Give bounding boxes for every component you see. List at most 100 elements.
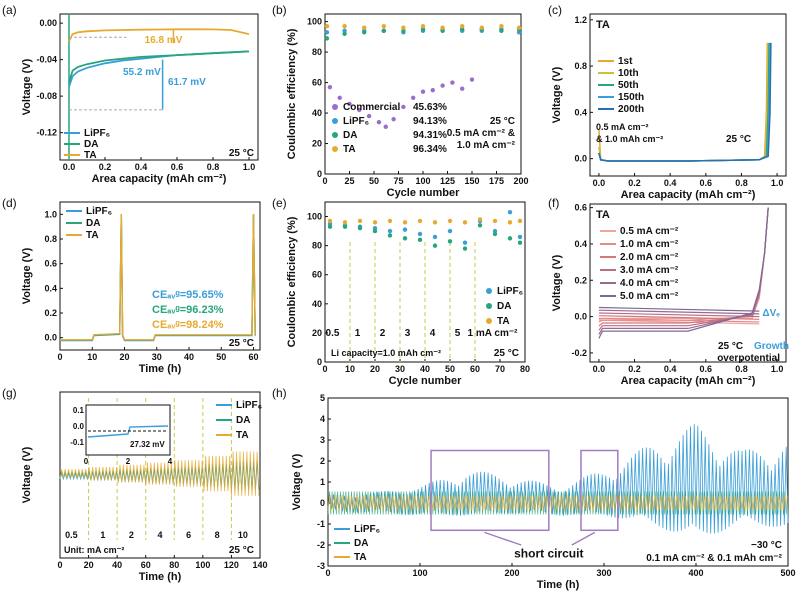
data-point [372, 220, 378, 225]
x-tick-label: 0.4 [664, 178, 677, 188]
data-point [477, 223, 483, 228]
data-point [411, 95, 416, 101]
annotation: 16.8 mV [145, 35, 183, 46]
rate-label: 4 [157, 530, 162, 540]
data-point [391, 116, 396, 122]
plot-frame [59, 201, 261, 351]
legend-entry: 1st [618, 56, 633, 67]
legend-entry: DA [354, 538, 368, 549]
data-point [342, 23, 347, 29]
rate-label: 6 [186, 530, 191, 540]
data-point [342, 224, 348, 229]
data-point [402, 236, 408, 241]
data-point [460, 86, 465, 91]
rate-label: 8 [215, 530, 220, 540]
legend-entry: Commercial [343, 102, 400, 113]
x-axis-label: Cycle number [389, 375, 462, 387]
strip-line-5 [598, 306, 760, 312]
y-tick-label: 0.2 [574, 275, 587, 285]
x-tick-label: 100 [412, 568, 427, 578]
x-tick-label: 30 [152, 352, 162, 362]
strip-line-0 [598, 319, 760, 325]
condition: 25 °C [490, 116, 515, 127]
x-tick-label: 200 [504, 568, 519, 578]
y-tick-label: 0.6 [574, 203, 587, 213]
condition: & 1.0 mAh cm⁻² [596, 134, 663, 144]
x-tick-label: 1.0 [771, 364, 784, 374]
plot-frame [327, 397, 789, 567]
rate-label: 0.5 [65, 530, 78, 540]
legend-entry: LiPF₆ [497, 286, 523, 297]
data-point [440, 25, 445, 30]
x-tick-label: 0.8 [735, 364, 748, 374]
legend-entry: LiPF₆ [343, 116, 369, 127]
x-tick-label: 200 [513, 176, 528, 186]
ce-label: CEₐᵥᵍ=96.23% [152, 304, 224, 316]
panel-label: (f) [548, 196, 559, 210]
x-axis-label: Time (h) [537, 579, 580, 591]
x-tick-label: 100 [195, 560, 210, 570]
y-tick-label: -0.2 [571, 348, 587, 358]
series-line-4 [598, 42, 772, 162]
x-tick-label: 140 [252, 560, 267, 570]
rate-label: 3 [405, 328, 411, 339]
legend-entry: 50th [618, 80, 639, 91]
data-point [469, 77, 475, 82]
data-point [432, 243, 438, 248]
x-tick-label: 20 [370, 364, 380, 374]
panel-label: (d) [2, 196, 17, 210]
x-tick-label: 400 [688, 568, 703, 578]
panel-d: 0 10 20 30 40 50 60 0.0 0.2 0.4 0.6 0.8 1.0 Time (h) V… [2, 196, 261, 375]
strip-line-3 [598, 312, 760, 318]
y-tick-label: 0.8 [574, 61, 587, 71]
x-tick-label: 80 [169, 560, 179, 570]
plot-frame [59, 391, 261, 559]
rate-label: 0.5 [326, 328, 340, 339]
x-tick-label: 20 [84, 560, 94, 570]
legend-entry: DA [343, 130, 357, 141]
condition: −30 °C [751, 540, 782, 551]
series-line-2 [60, 213, 256, 341]
unit-label: Unit: mA cm⁻² [64, 545, 124, 555]
data-point [324, 23, 330, 29]
x-tick-label: 50 [216, 352, 226, 362]
y-tick-label: 100 [307, 17, 322, 27]
data-point [479, 25, 484, 30]
y-tick-label: 80 [312, 241, 322, 251]
condition: 25 °C [494, 348, 519, 359]
rate-label: 4 [430, 328, 436, 339]
inset-y-tick: 0.1 [73, 406, 85, 415]
x-axis-label: Time (h) [139, 571, 182, 583]
condition: 0.1 mA cm⁻² & 0.1 mAh cm⁻² [646, 553, 782, 564]
data-point [447, 239, 453, 244]
x-axis-label: Area capacity (mAh cm⁻²) [621, 375, 756, 387]
y-tick-label: 100 [307, 212, 322, 222]
legend-entry: LiPF₆ [86, 206, 112, 217]
x-tick-label: 0 [57, 560, 62, 570]
data-point [447, 228, 453, 234]
x-tick-label: 80 [520, 364, 530, 374]
legend-swatch [332, 118, 338, 124]
series-line-lipf6 [327, 424, 789, 534]
data-point [357, 218, 363, 224]
legend-entry: DA [86, 218, 100, 229]
x-tick-label: 0 [57, 352, 62, 362]
data-point [507, 209, 513, 215]
x-tick-label: 10 [345, 364, 355, 374]
x-tick-label: 10 [87, 352, 97, 362]
legend-swatch [332, 132, 338, 138]
data-point [401, 25, 406, 30]
x-axis-label: Time (h) [139, 363, 182, 375]
plot-frame [589, 203, 787, 363]
y-tick-label: 0 [317, 357, 322, 367]
data-point [402, 227, 408, 232]
data-point [387, 233, 393, 238]
data-point [462, 246, 468, 251]
x-tick-label: 40 [184, 352, 194, 362]
x-tick-label: 120 [224, 560, 239, 570]
condition: 25 °C [726, 134, 751, 145]
rate-label: 1 mA cm⁻² [468, 328, 519, 339]
